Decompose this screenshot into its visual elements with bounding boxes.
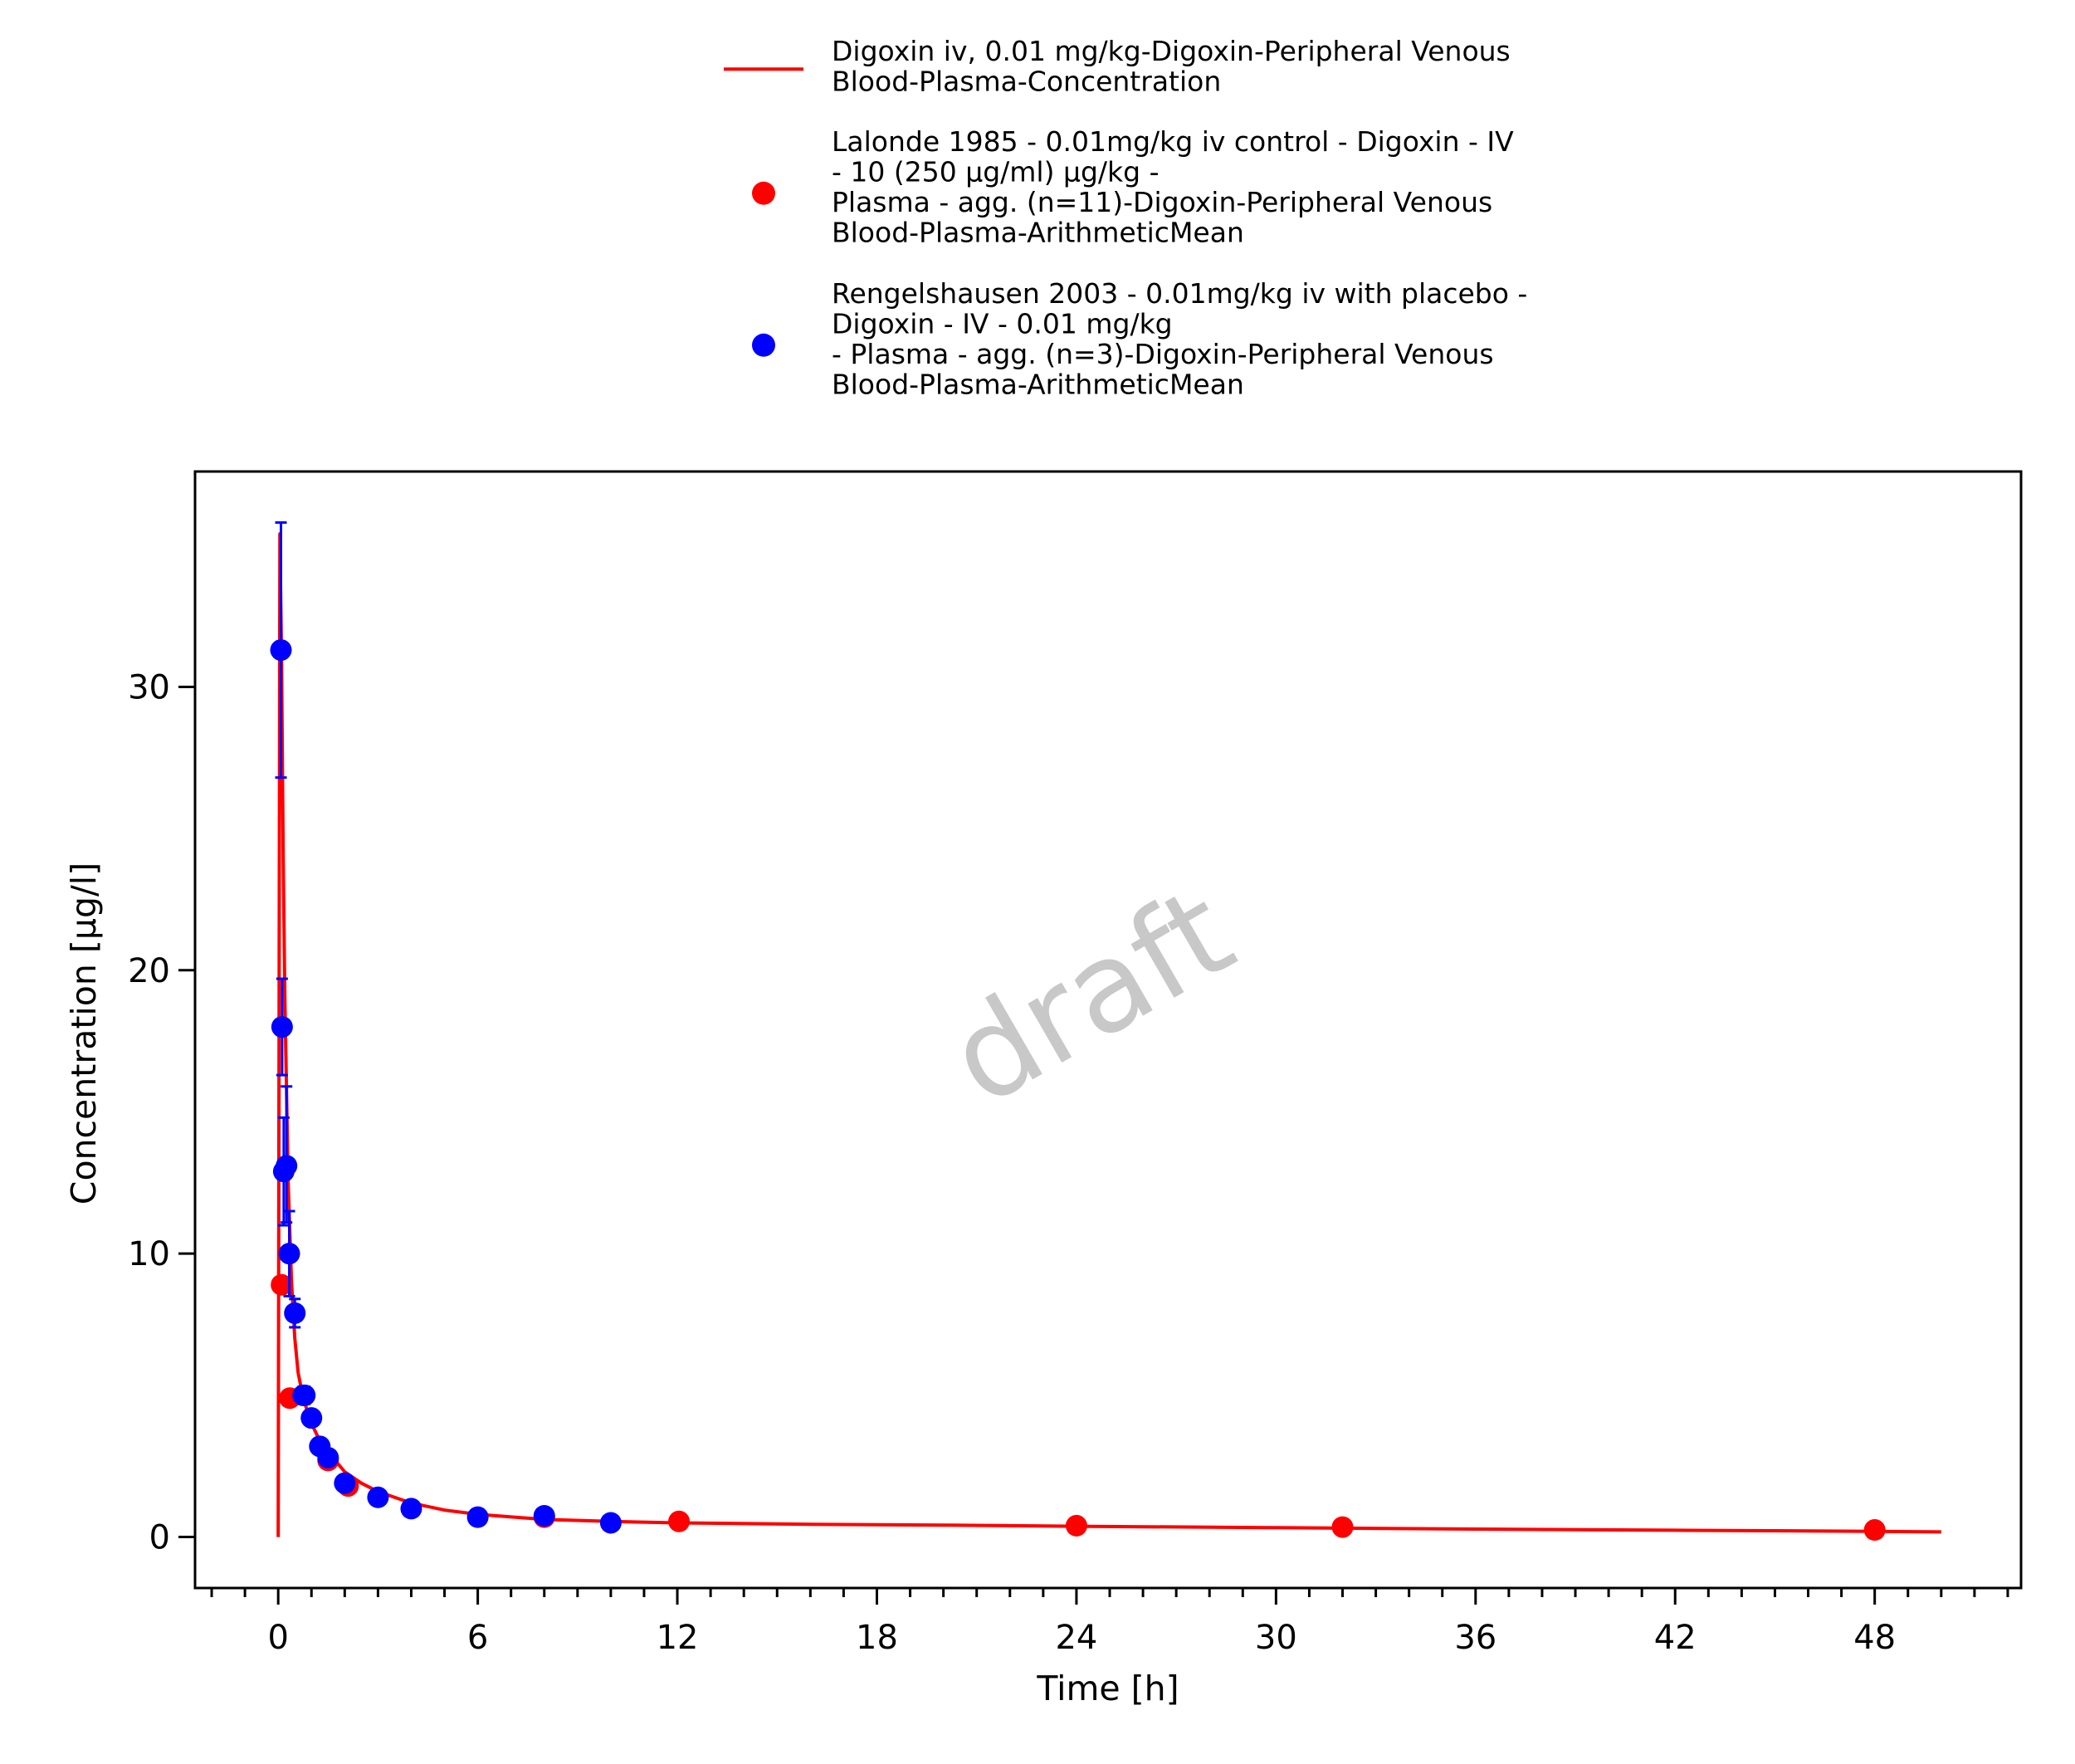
legend-entry-text: Lalonde 1985 - 0.01mg/kg iv control - Di… [832, 125, 1514, 158]
lalonde-data-point [271, 1273, 293, 1296]
x-tick-label: 36 [1454, 1619, 1496, 1657]
watermark: draft [926, 860, 1256, 1134]
legend-entry-text: Blood-Plasma-ArithmeticMean [832, 369, 1244, 401]
legend-entry-text: Blood-Plasma-Concentration [832, 66, 1221, 98]
lalonde-data-point [1331, 1516, 1354, 1538]
y-axis-title: Concentration [µg/l] [64, 862, 104, 1205]
x-tick-label: 12 [657, 1619, 699, 1657]
y-tick-label: 20 [128, 952, 170, 990]
rengelshausen-data-point [284, 1302, 306, 1324]
x-tick-label: 6 [467, 1619, 488, 1657]
plot-frame [193, 470, 2023, 1590]
legend-entry-text: Plasma - agg. (n=11)-Digoxin-Peripheral … [832, 186, 1492, 218]
legend-entry-text: Digoxin iv, 0.01 mg/kg-Digoxin-Periphera… [832, 35, 1511, 67]
x-tick-label: 48 [1853, 1619, 1896, 1657]
legend-entry-text: Digoxin - IV - 0.01 mg/kg [832, 308, 1173, 340]
rengelshausen-data-point [367, 1486, 389, 1508]
rengelshausen-data-point [300, 1407, 323, 1429]
rengelshausen-data-point [276, 1155, 298, 1177]
legend-entry-text: - 10 (250 µg/ml) µg/kg - [832, 156, 1160, 188]
x-axis: 0 6 12 18 24 30 36 42 48 [210, 1588, 2009, 1657]
legend-entry-text: Rengelshausen 2003 - 0.01mg/kg iv with p… [832, 277, 1527, 310]
rengelshausen-data-point [400, 1498, 422, 1520]
plot-area [270, 520, 1941, 1542]
rengelshausen-data-point [294, 1384, 316, 1406]
rengelshausen-data-point [270, 639, 292, 662]
rengelshausen-data-point [278, 1243, 300, 1265]
x-tick-label: 0 [267, 1619, 288, 1657]
x-axis-title: Time [h] [1036, 1669, 1179, 1708]
lalonde-data-point [1065, 1514, 1087, 1537]
y-tick-label: 10 [128, 1235, 170, 1273]
legend-marker-swatch [752, 181, 775, 205]
rengelshausen-data-point [317, 1446, 339, 1468]
x-tick-label: 18 [856, 1619, 898, 1657]
x-tick-label: 42 [1654, 1619, 1697, 1657]
legend-entry-text: - Plasma - agg. (n=3)-Digoxin-Peripheral… [832, 338, 1494, 370]
rengelshausen-data-point [271, 1016, 293, 1038]
y-axis: 0 10 20 30 [128, 668, 195, 1557]
legend-entry-text: Blood-Plasma-ArithmeticMean [832, 217, 1244, 249]
rengelshausen-data-point [334, 1472, 356, 1494]
y-tick-label: 0 [149, 1519, 170, 1557]
legend-marker-swatch [752, 333, 775, 357]
rengelshausen-data-point [599, 1512, 622, 1534]
lalonde-data-point [668, 1510, 691, 1532]
x-tick-label: 24 [1055, 1619, 1097, 1657]
y-tick-label: 30 [128, 668, 170, 706]
legend: Digoxin iv, 0.01 mg/kg-Digoxin-Periphera… [724, 35, 1527, 401]
lalonde-data-point [1863, 1519, 1886, 1542]
rengelshausen-data-point [466, 1506, 489, 1528]
rengelshausen-data-point [533, 1504, 555, 1527]
x-tick-label: 30 [1255, 1619, 1297, 1657]
